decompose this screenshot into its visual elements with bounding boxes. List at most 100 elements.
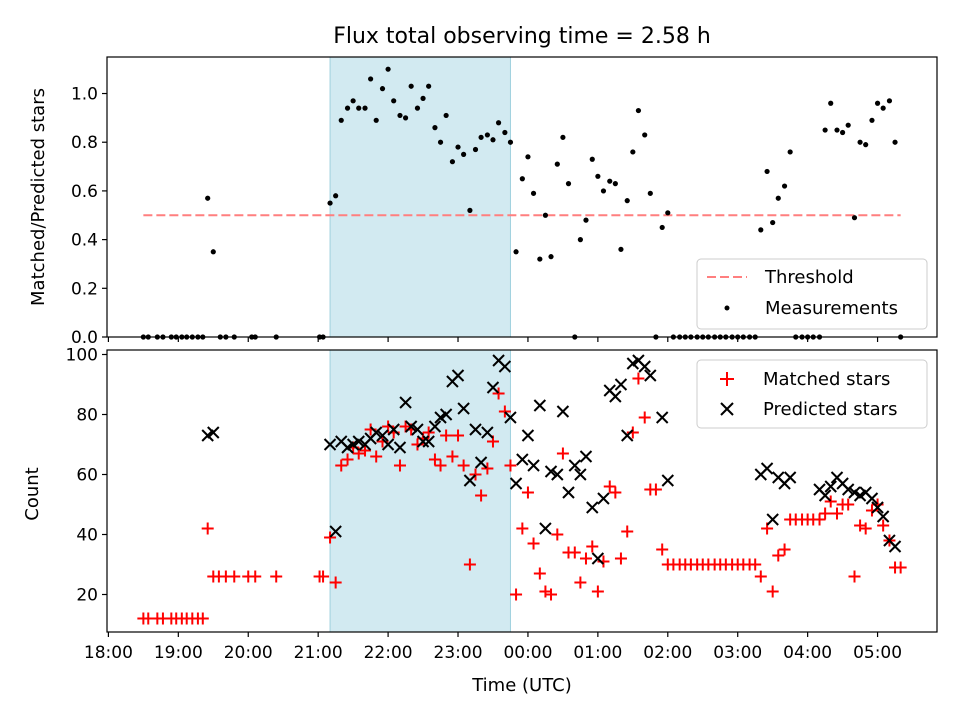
measurement-point <box>210 249 216 255</box>
measurement-point <box>874 100 881 106</box>
predicted-star-point <box>509 477 523 490</box>
bottom-x-ticks: 18:00 19:00 20:00 21:00 22:00 23:00 00:00 01:00… <box>84 632 902 663</box>
matched-star-point <box>440 429 453 442</box>
measurement-point <box>554 161 560 167</box>
top-panel: 0.0 0.2 0.4 0.6 0.8 1.0 Matched/Predicted sta… <box>28 56 938 348</box>
y-tick-label: 20 <box>76 586 98 606</box>
legend-measurements-label: Measurements <box>765 298 898 319</box>
measurement-point <box>397 112 403 119</box>
measurement-point <box>502 129 508 136</box>
measurement-point <box>455 144 461 150</box>
matched-star-point <box>521 486 534 499</box>
predicted-star-point <box>329 525 342 538</box>
predicted-star-point <box>597 492 610 505</box>
predicted-star-point <box>865 492 879 505</box>
predicted-star-point <box>387 423 400 436</box>
measurement-point <box>437 139 444 145</box>
measurement-point <box>327 200 333 206</box>
predicted-star-point <box>422 435 435 448</box>
predicted-star-point <box>439 408 453 421</box>
top-x-ticks <box>107 337 879 342</box>
measurement-point <box>607 178 613 184</box>
matched-star-point <box>434 459 447 472</box>
predicted-star-point <box>574 468 587 481</box>
matched-star-point <box>638 411 651 424</box>
x-tick-label: 00:00 <box>503 643 552 663</box>
measurement-point <box>869 117 875 123</box>
measurement-point <box>490 137 496 143</box>
matched-star-point <box>609 486 622 499</box>
matched-star-point <box>568 546 581 559</box>
matched-star-point <box>579 552 592 565</box>
predicted-star-point <box>504 411 517 424</box>
measurement-point <box>577 237 583 243</box>
bottom-panel: 20 40 60 80 100 18:00 19:00 20:00 21:00 22:00 23:… <box>22 346 938 696</box>
x-tick-label: 03:00 <box>713 643 762 663</box>
matched-star-point <box>621 525 634 538</box>
predicted-star-point <box>457 402 470 415</box>
measurement-point <box>350 98 356 104</box>
measurement-points <box>140 66 904 340</box>
matched-star-point <box>859 522 872 535</box>
measurement-point <box>333 193 339 199</box>
measurement-point <box>635 107 642 114</box>
predicted-star-point <box>486 381 500 394</box>
matched-star-point <box>813 513 826 526</box>
measurement-point <box>770 219 776 226</box>
top-legend-box <box>696 258 928 330</box>
matched-star-point <box>603 480 616 493</box>
matched-star-point <box>329 576 342 589</box>
predicted-star-point <box>463 474 477 487</box>
measurement-point <box>787 149 793 155</box>
y-tick-label: 0.2 <box>71 279 98 299</box>
matched-star-point <box>196 612 209 625</box>
matched-star-point <box>574 576 587 589</box>
matched-star-point <box>778 543 791 556</box>
matched-star-point <box>504 459 517 472</box>
matched-star-point <box>551 528 564 541</box>
matched-star-point <box>317 570 330 583</box>
measurement-point <box>886 98 893 104</box>
measurement-point <box>758 227 764 233</box>
measurement-point <box>379 86 386 92</box>
matched-star-point <box>831 507 844 520</box>
top-y-ticks: 0.0 0.2 0.4 0.6 0.8 1.0 <box>71 85 107 348</box>
measurement-point <box>385 66 391 72</box>
matched-star-point <box>527 537 540 550</box>
predicted-star-point <box>416 435 430 448</box>
measurement-point <box>822 127 828 133</box>
x-tick-label: 22:00 <box>364 643 413 663</box>
predicted-star-point <box>498 360 512 373</box>
measurement-point <box>507 139 514 145</box>
measurement-point <box>344 105 351 111</box>
predicted-star-point <box>876 510 890 523</box>
matched-star-point <box>586 540 599 553</box>
matched-star-point <box>324 531 337 544</box>
x-axis-label: Time (UTC) <box>471 675 572 696</box>
matched-star-point <box>492 387 505 400</box>
matched-star-point <box>848 570 861 583</box>
measurement-point <box>420 95 426 101</box>
matched-star-point <box>754 570 767 583</box>
predicted-star-point <box>609 390 622 403</box>
measurement-point <box>863 142 869 148</box>
x-tick-label: 02:00 <box>643 643 692 663</box>
y-tick-label: 0.8 <box>71 133 98 153</box>
matched-star-point <box>359 444 372 457</box>
matched-star-point <box>591 585 604 598</box>
measurement-point <box>764 168 770 175</box>
y-tick-label: 0.0 <box>71 328 98 348</box>
predicted-star-point <box>841 483 855 496</box>
measurement-point <box>519 176 525 182</box>
measurement-point <box>537 256 543 262</box>
predicted-star-point <box>638 360 651 373</box>
measurement-point <box>205 195 211 201</box>
measurement-point <box>595 173 601 179</box>
predicted-star-point <box>323 438 337 451</box>
predicted-star-point <box>207 426 220 439</box>
matched-stars-points <box>137 372 907 625</box>
predicted-star-point <box>591 552 605 565</box>
measurement-point <box>618 246 624 252</box>
measurement-point <box>775 195 781 201</box>
measurement-point <box>530 190 537 196</box>
